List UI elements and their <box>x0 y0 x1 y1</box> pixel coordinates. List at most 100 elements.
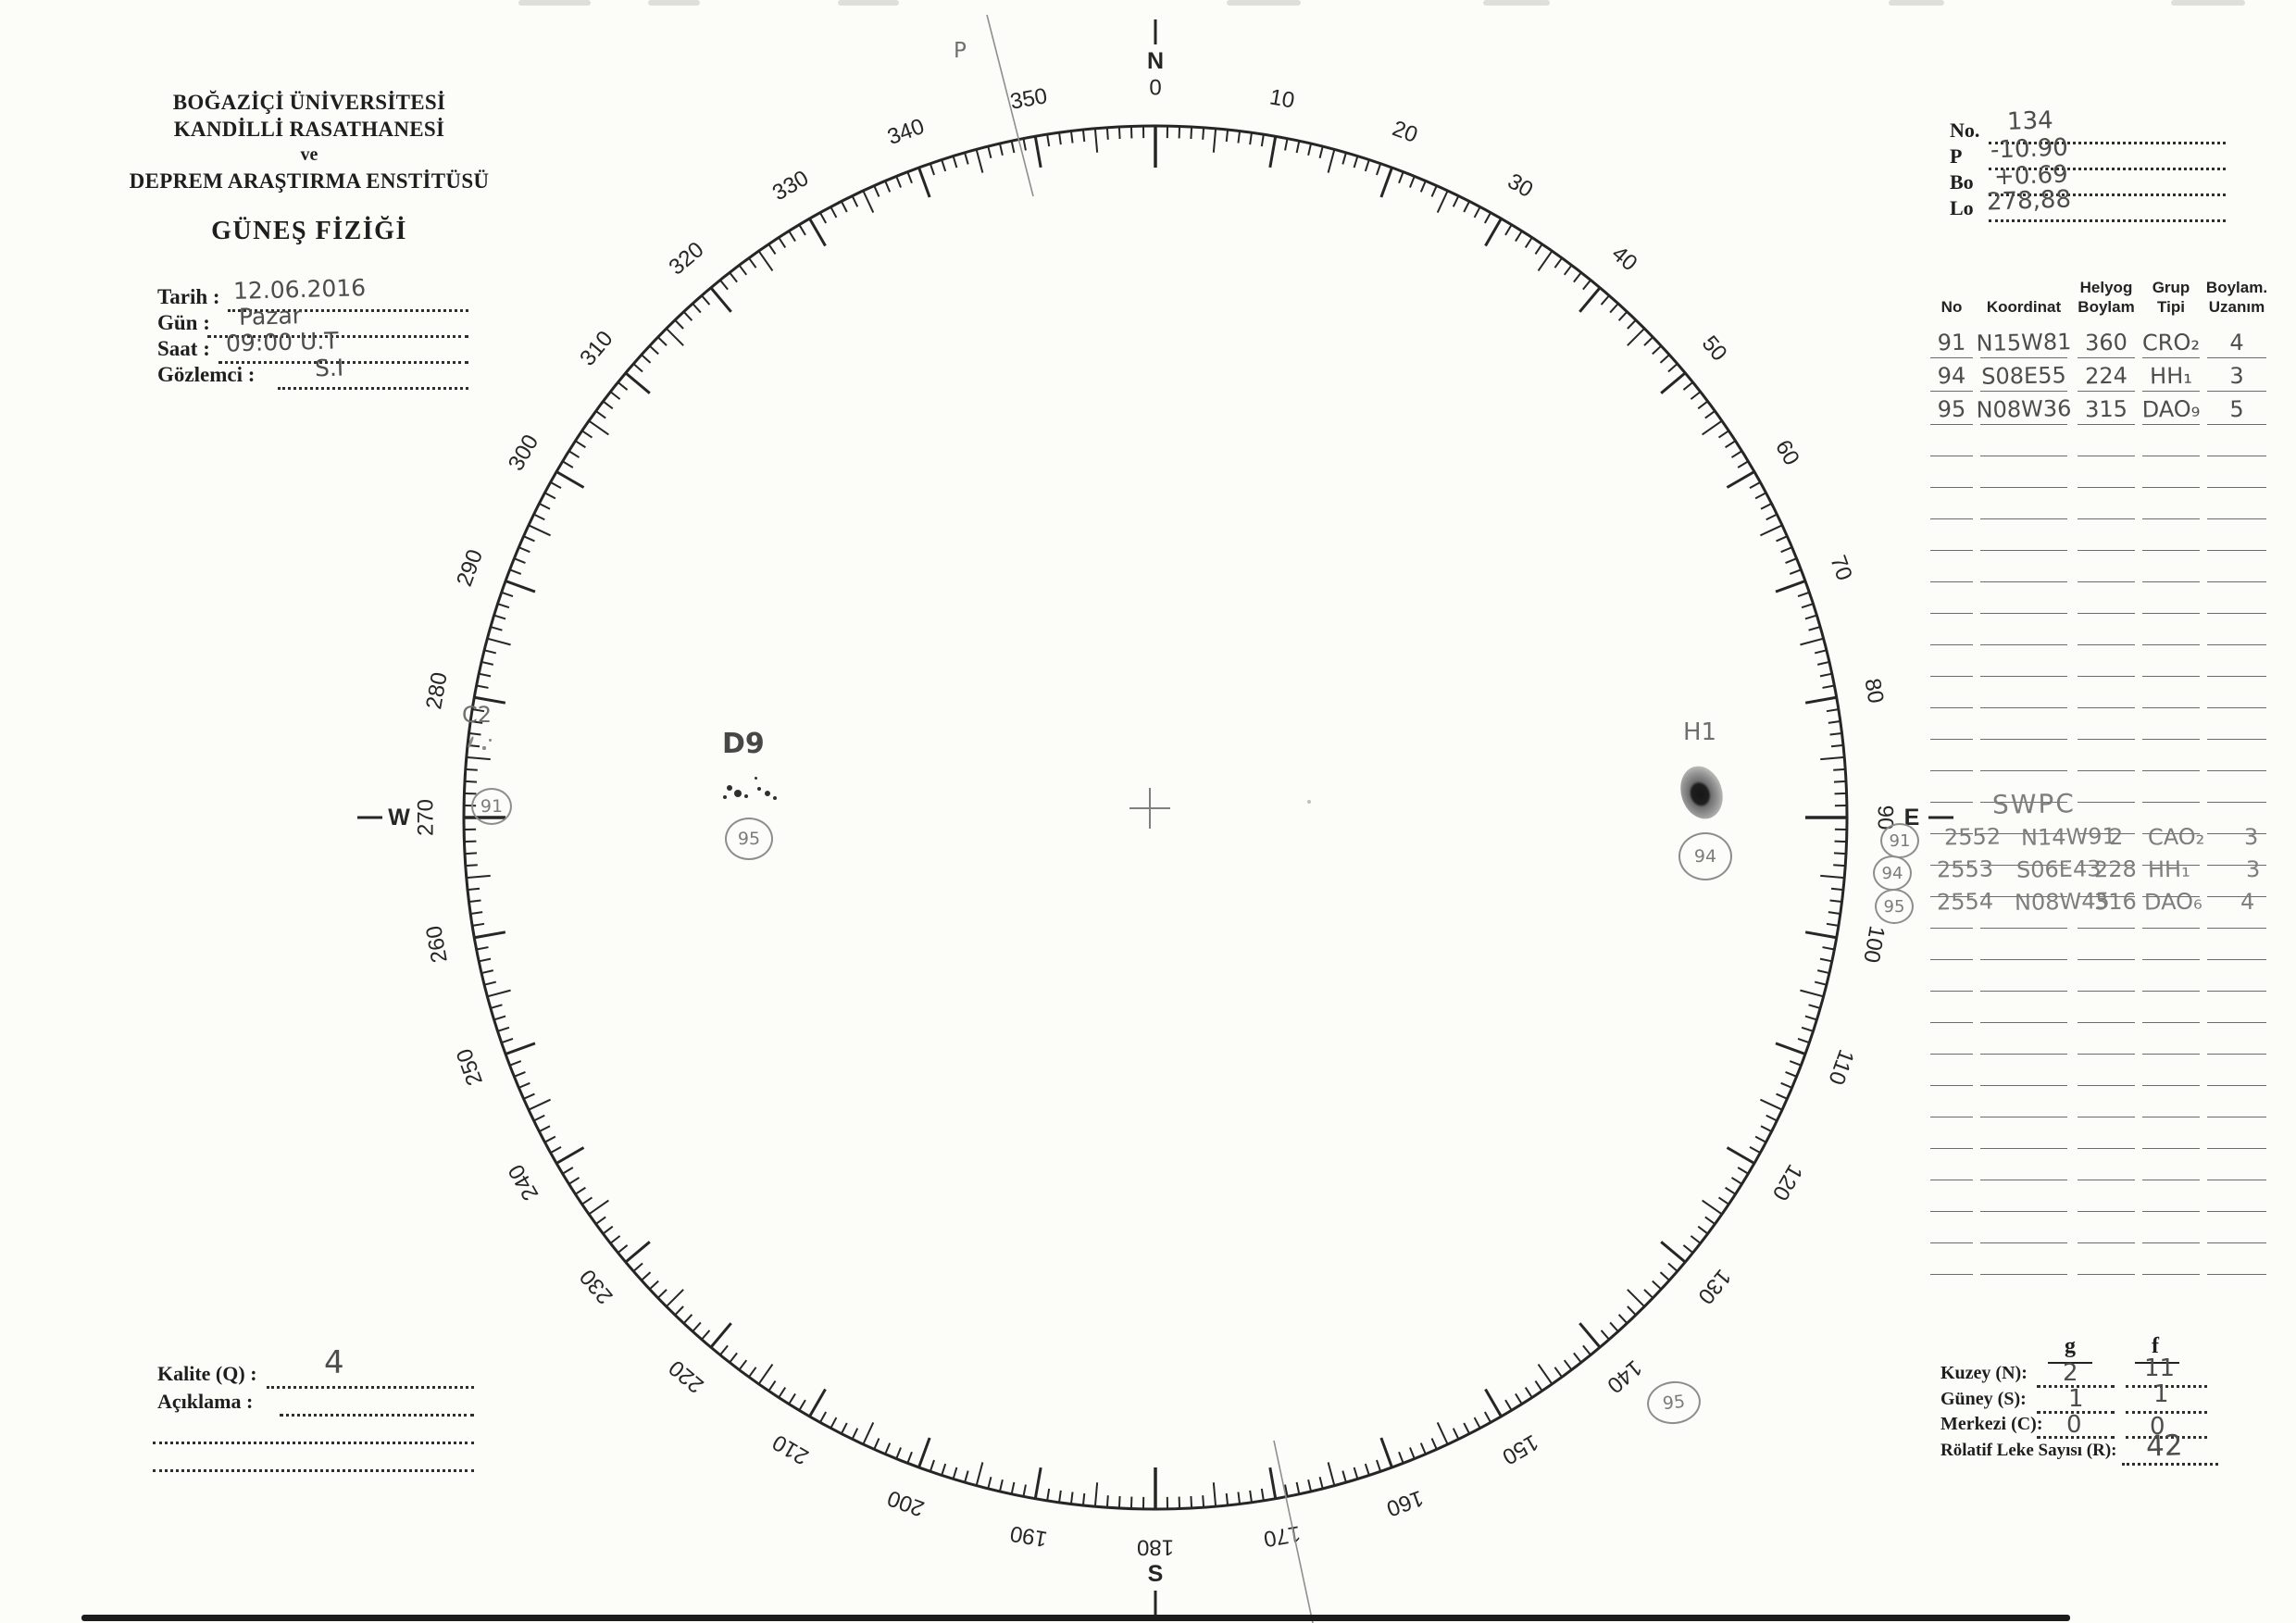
dial-tick-225 <box>666 1289 684 1307</box>
count-row-gline <box>2037 1361 2115 1388</box>
dial-tick-161 <box>1376 1459 1382 1472</box>
dial-tick-229 <box>632 1262 643 1272</box>
dial-degree-label-140: 140 <box>1603 1355 1647 1397</box>
institution-header: BOĞAZİÇİ ÜNİVERSİTESİ KANDİLLİ RASATHANE… <box>128 89 491 246</box>
dial-tick-74 <box>1808 626 1821 631</box>
dial-tick-48 <box>1659 354 1670 364</box>
dial-tick-332 <box>830 206 838 218</box>
table-row-line <box>1980 1146 2067 1149</box>
dial-tick-78 <box>1819 672 1832 678</box>
dial-tick-201 <box>906 1451 913 1464</box>
obs-field-label: Gün : <box>157 311 210 334</box>
table-row-line <box>2142 705 2200 708</box>
p-angle-line-bottom <box>1273 1440 1314 1623</box>
dial-degree-label-110: 110 <box>1823 1046 1858 1088</box>
dial-tick-119 <box>1749 1145 1761 1155</box>
dial-degree-label-330: 330 <box>768 166 813 206</box>
dial-tick-292 <box>514 557 526 564</box>
dial-tick-125 <box>1702 1199 1723 1216</box>
table-row-line <box>2078 548 2135 551</box>
dial-degree-label-350: 350 <box>1008 83 1049 115</box>
table-row-line <box>2142 454 2200 456</box>
dial-tick-40 <box>1578 286 1602 313</box>
dial-tick-147 <box>1524 1387 1533 1399</box>
dial-tick-331 <box>818 212 828 224</box>
table-row-line <box>2078 989 2135 992</box>
dial-tick-122 <box>1730 1177 1743 1185</box>
table-row-line <box>2142 957 2200 960</box>
dial-tick-324 <box>748 257 757 268</box>
dial-tick-138 <box>1609 1321 1619 1332</box>
dial-tick-232 <box>609 1235 621 1244</box>
dial-tick-42 <box>1609 303 1619 314</box>
dial-tick-55 <box>1702 419 1723 436</box>
obs-field-label: Saat : <box>157 337 210 360</box>
table-row-line <box>1930 989 1973 992</box>
table-row-line <box>2142 548 2200 551</box>
dial-tick-120 <box>1726 1146 1755 1165</box>
table-row-line <box>2078 1083 2135 1086</box>
dial-tick-34 <box>1534 243 1543 256</box>
dial-tick-283 <box>480 660 494 666</box>
table-cell-value: DAO₉ <box>2141 395 2201 423</box>
dial-tick-43 <box>1617 310 1628 321</box>
dial-tick-113 <box>1780 1081 1793 1089</box>
dial-tick-118 <box>1754 1135 1767 1143</box>
dial-tick-117 <box>1760 1125 1773 1133</box>
table-row-line <box>1930 548 1973 551</box>
dial-tick-144 <box>1554 1367 1563 1378</box>
dial-tick-45 <box>1627 328 1645 346</box>
sunspot-dot <box>773 796 777 800</box>
table-row-line <box>1930 737 1973 740</box>
dial-tick-252 <box>497 1026 510 1032</box>
dial-tick-193 <box>998 1479 1004 1492</box>
table-row-line <box>2142 674 2200 677</box>
table-header-line2: Tipi <box>2157 298 2185 316</box>
dial-tick-79 <box>1822 684 1835 689</box>
table-row-line <box>2207 831 2266 834</box>
dial-tick-243 <box>538 1125 551 1133</box>
dial-tick-31 <box>1504 224 1513 236</box>
dial-tick-289 <box>501 591 514 597</box>
table-row-line <box>2142 389 2200 392</box>
dial-tick-223 <box>682 1314 693 1325</box>
swpc-row-circle: 94 <box>1873 855 1912 891</box>
dial-degree-label-180: 180 <box>1137 1535 1174 1560</box>
dial-tick-298 <box>543 492 556 500</box>
dial-tick-4 <box>1202 127 1205 140</box>
table-row-line <box>2078 863 2135 866</box>
table-row-line <box>1930 611 1973 614</box>
dial-tick-345 <box>975 149 984 173</box>
kalite-label: Kalite (Q) : <box>157 1362 257 1385</box>
table-row-line <box>2078 1020 2135 1023</box>
dial-tick-249 <box>509 1060 522 1067</box>
dial-tick-41 <box>1600 294 1610 306</box>
dial-tick-57 <box>1725 440 1737 449</box>
table-header-line2: Koordinat <box>1986 298 2062 316</box>
aciklama-extra-line <box>153 1443 474 1472</box>
table-cell-value: 91 <box>1937 329 1966 356</box>
dial-tick-281 <box>476 684 489 689</box>
dial-tick-356 <box>1105 127 1109 140</box>
table-row-line <box>2078 1052 2135 1055</box>
dial-tick-130 <box>1660 1241 1687 1264</box>
table-row-line <box>1980 454 2067 456</box>
table-row-line <box>2078 389 2135 392</box>
table-row-line <box>2078 831 2135 834</box>
dial-tick-190 <box>1033 1467 1042 1499</box>
dial-tick-93 <box>1833 852 1847 855</box>
dial-tick-282 <box>479 672 492 678</box>
table-row-line <box>2078 1178 2135 1180</box>
dial-tick-206 <box>851 1428 859 1440</box>
count-row-fline <box>2126 1412 2207 1439</box>
dial-tick-72 <box>1801 603 1814 609</box>
dial-tick-295 <box>528 524 551 537</box>
table-header-line1: Helyog <box>2079 279 2133 296</box>
dial-tick-214 <box>767 1380 777 1392</box>
dial-tick-194 <box>987 1476 992 1490</box>
dial-tick-329 <box>798 224 806 236</box>
dial-tick-59 <box>1737 460 1749 468</box>
dial-tick-26 <box>1452 195 1460 207</box>
dial-tick-151 <box>1483 1411 1492 1423</box>
